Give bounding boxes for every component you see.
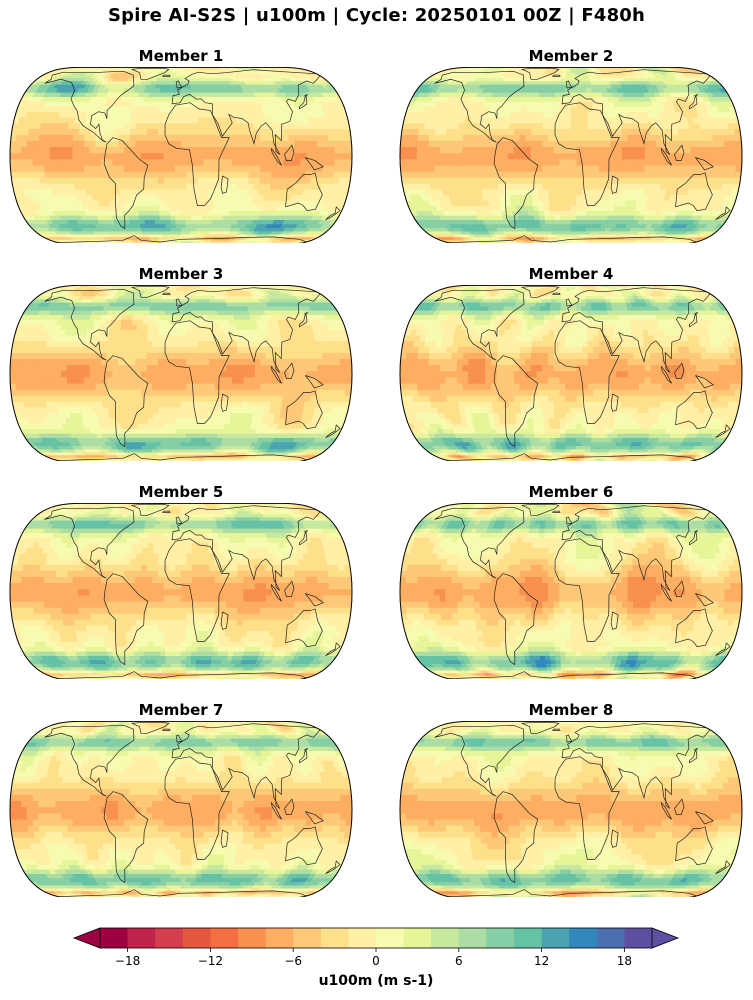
colorbar-tick-label: −12 bbox=[198, 954, 223, 968]
ensemble-member-panel: Member 5 bbox=[8, 483, 354, 683]
colorbar-segment bbox=[514, 928, 543, 948]
coastlines bbox=[44, 503, 341, 679]
panel-title: Member 8 bbox=[398, 701, 744, 719]
colorbar-segment bbox=[100, 928, 129, 948]
colorbar: −18 −12 −6 0 6 12 18 u100m (m s-1) bbox=[70, 925, 682, 1000]
member-map bbox=[9, 285, 353, 461]
colorbar-segment bbox=[458, 928, 487, 948]
colorbar-segment bbox=[624, 928, 653, 948]
panel-title: Member 3 bbox=[8, 265, 354, 283]
map-boundary bbox=[9, 67, 353, 243]
coastlines bbox=[434, 503, 731, 679]
colorbar-over-extension bbox=[651, 927, 680, 949]
colorbar-segment bbox=[320, 928, 349, 948]
coastlines bbox=[44, 67, 341, 243]
ensemble-member-panel: Member 7 bbox=[8, 701, 354, 901]
coastlines bbox=[44, 285, 341, 461]
map-boundary bbox=[9, 721, 353, 897]
wind-field bbox=[10, 503, 352, 679]
colorbar-under-extension bbox=[72, 927, 101, 949]
ensemble-member-panel: Member 4 bbox=[398, 265, 744, 465]
ensemble-member-panel: Member 6 bbox=[398, 483, 744, 683]
colorbar-segment bbox=[348, 928, 377, 948]
colorbar-segment bbox=[541, 928, 570, 948]
wind-field bbox=[400, 285, 742, 461]
wind-field bbox=[10, 67, 352, 243]
figure-title: Spire AI-S2S | u100m | Cycle: 20250101 0… bbox=[0, 5, 753, 26]
colorbar-segment bbox=[155, 928, 184, 948]
colorbar-segment bbox=[238, 928, 267, 948]
coastlines bbox=[434, 285, 731, 461]
colorbar-tick-label: −18 bbox=[115, 954, 140, 968]
colorbar-segment bbox=[376, 928, 405, 948]
colorbar-scale: −18 −12 −6 0 6 12 18 bbox=[72, 927, 680, 968]
member-map bbox=[9, 67, 353, 243]
ensemble-member-panel: Member 8 bbox=[398, 701, 744, 901]
colorbar-segment bbox=[596, 928, 625, 948]
member-map bbox=[399, 721, 743, 897]
panel-title: Member 1 bbox=[8, 47, 354, 65]
colorbar-segment bbox=[431, 928, 460, 948]
map-boundary bbox=[9, 285, 353, 461]
colorbar-segment bbox=[569, 928, 598, 948]
panel-title: Member 5 bbox=[8, 483, 354, 501]
panel-title: Member 7 bbox=[8, 701, 354, 719]
map-boundary bbox=[399, 503, 743, 679]
member-map bbox=[9, 721, 353, 897]
colorbar-segment bbox=[486, 928, 515, 948]
colorbar-segment bbox=[403, 928, 432, 948]
wind-field bbox=[10, 285, 352, 461]
colorbar-segment bbox=[210, 928, 239, 948]
panel-title: Member 4 bbox=[398, 265, 744, 283]
map-boundary bbox=[399, 285, 743, 461]
colorbar-tick-label: 6 bbox=[455, 954, 463, 968]
colorbar-segment bbox=[265, 928, 294, 948]
map-boundary bbox=[399, 721, 743, 897]
panel-title: Member 6 bbox=[398, 483, 744, 501]
coastlines bbox=[44, 721, 341, 897]
map-boundary bbox=[9, 503, 353, 679]
colorbar-segment bbox=[127, 928, 156, 948]
wind-field bbox=[400, 721, 742, 897]
colorbar-label: u100m (m s-1) bbox=[70, 973, 682, 989]
ensemble-member-panel: Member 1 bbox=[8, 47, 354, 247]
ensemble-member-panel: Member 3 bbox=[8, 265, 354, 465]
member-map bbox=[9, 503, 353, 679]
coastlines bbox=[434, 721, 731, 897]
colorbar-tick-label: 0 bbox=[372, 954, 380, 968]
member-map bbox=[399, 67, 743, 243]
colorbar-segment bbox=[293, 928, 322, 948]
coastlines bbox=[434, 67, 731, 243]
wind-field bbox=[10, 721, 352, 897]
member-map bbox=[399, 285, 743, 461]
member-map bbox=[399, 503, 743, 679]
colorbar-segment bbox=[182, 928, 211, 948]
colorbar-tick-label: −6 bbox=[284, 954, 302, 968]
panel-title: Member 2 bbox=[398, 47, 744, 65]
wind-field bbox=[400, 67, 742, 243]
ensemble-member-panel: Member 2 bbox=[398, 47, 744, 247]
colorbar-tick-label: 12 bbox=[534, 954, 549, 968]
wind-field bbox=[400, 503, 742, 679]
colorbar-tick-label: 18 bbox=[617, 954, 632, 968]
map-boundary bbox=[399, 67, 743, 243]
